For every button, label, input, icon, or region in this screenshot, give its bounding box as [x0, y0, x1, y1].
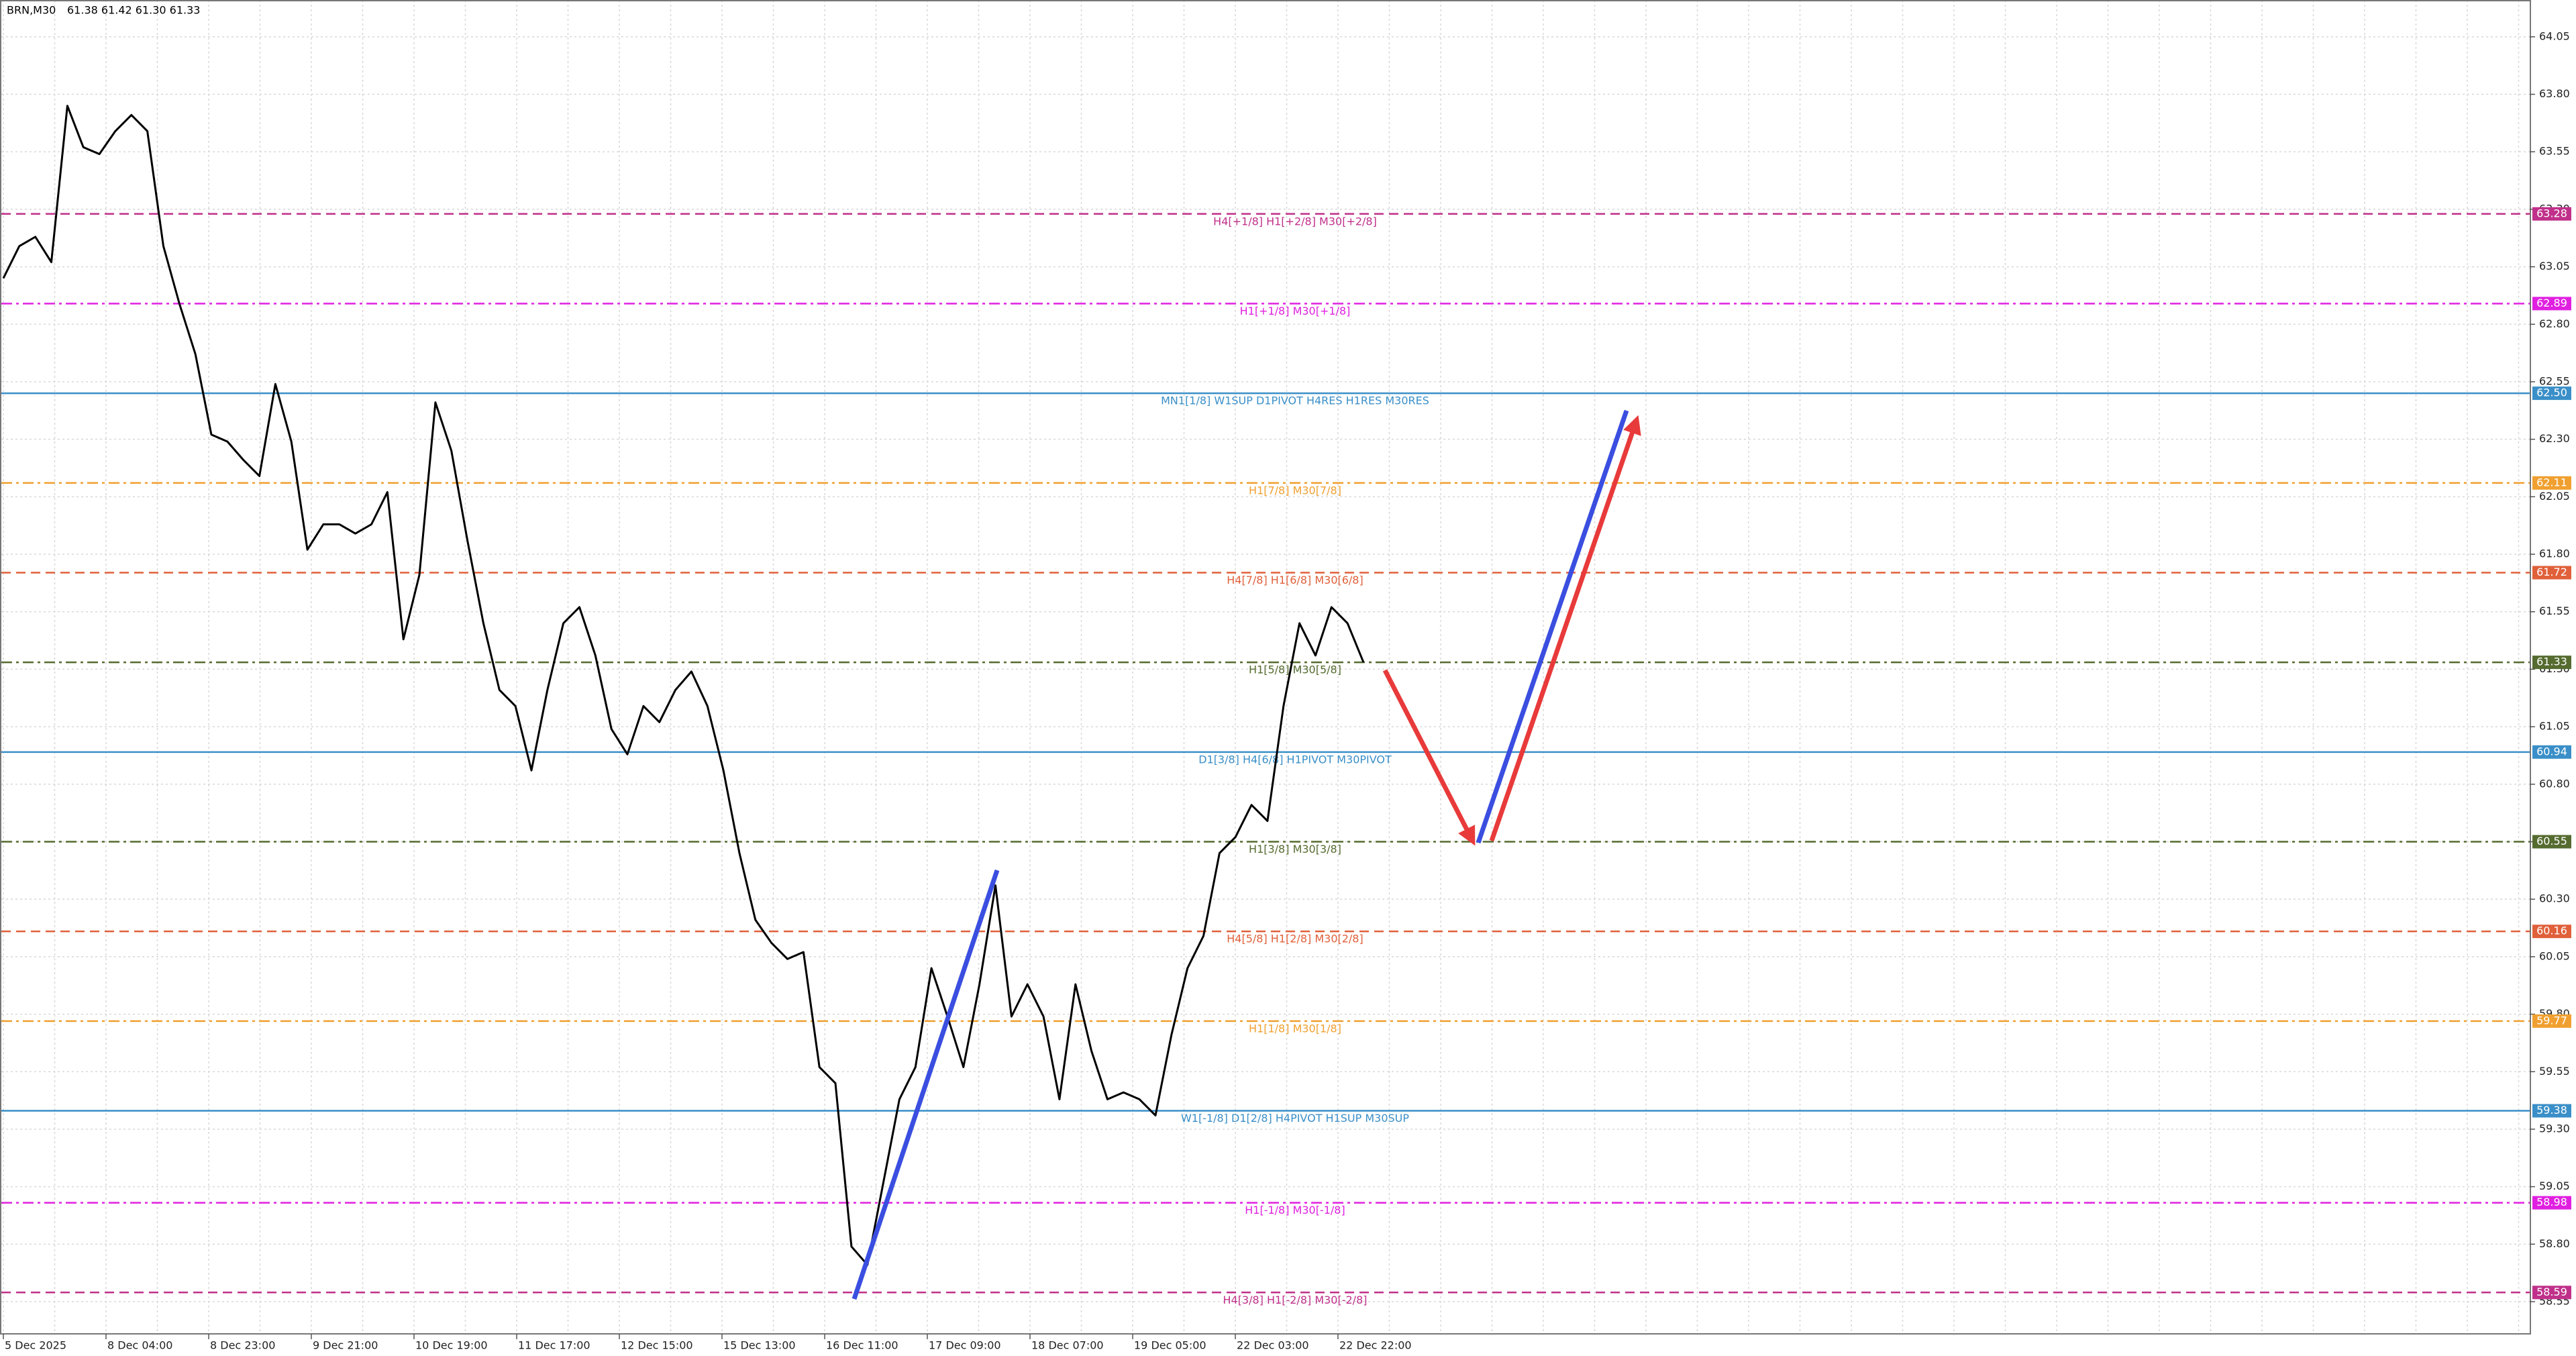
level-label: H1[+1/8] M30[+1/8]	[1240, 305, 1351, 317]
price-box-label: 63.28	[2536, 207, 2567, 219]
trend-line	[852, 869, 1000, 1300]
y-tick-label: 59.05	[2539, 1180, 2570, 1192]
x-tick-label: 8 Dec 04:00	[107, 1339, 172, 1352]
symbol: BRN,M30	[7, 4, 56, 17]
y-tick-label: 60.05	[2539, 949, 2570, 962]
y-tick-label: 61.80	[2539, 547, 2570, 560]
arrow-down	[1382, 669, 1476, 846]
plot-frame	[0, 0, 2531, 1335]
price-box-label: 58.98	[2536, 1196, 2567, 1208]
grid	[1, 0, 2530, 1334]
x-tick-label: 17 Dec 09:00	[929, 1339, 1001, 1352]
price-box	[2532, 297, 2571, 311]
level-label: H4[7/8] H1[6/8] M30[6/8]	[1227, 574, 1363, 586]
y-tick-label: 61.05	[2539, 720, 2570, 733]
price-box-label: 60.16	[2536, 925, 2567, 937]
quote: 61.38 61.42 61.30 61.33	[67, 4, 200, 17]
level-label: H1[1/8] M30[1/8]	[1249, 1022, 1341, 1035]
y-tick-label: 60.30	[2539, 892, 2570, 905]
x-tick-label: 12 Dec 15:00	[621, 1339, 693, 1352]
price-box	[2532, 476, 2571, 490]
price-box	[2532, 207, 2571, 221]
y-tick-label: 63.80	[2539, 87, 2570, 100]
price-box-label: 59.38	[2536, 1104, 2567, 1116]
price-box	[2532, 835, 2571, 849]
y-tick-label: 64.05	[2539, 30, 2570, 42]
price-box-label: 60.55	[2536, 835, 2567, 847]
level-label: H1[5/8] M30[5/8]	[1249, 664, 1341, 676]
x-tick-label: 5 Dec 2025	[5, 1339, 66, 1352]
price-box	[2532, 1196, 2571, 1210]
price-box	[2532, 566, 2571, 580]
arrow-up	[1489, 415, 1641, 842]
y-tick-label: 62.80	[2539, 317, 2570, 330]
x-tick-label: 15 Dec 13:00	[723, 1339, 796, 1352]
price-box	[2532, 1014, 2571, 1028]
y-tick-label: 62.05	[2539, 490, 2570, 503]
x-tick-label: 22 Dec 22:00	[1339, 1339, 1412, 1352]
y-tick-label: 59.55	[2539, 1065, 2570, 1078]
price-line	[2, 105, 1365, 1266]
x-tick-label: 19 Dec 05:00	[1134, 1339, 1206, 1352]
price-box	[2532, 656, 2571, 670]
price-box-label: 62.50	[2536, 386, 2567, 399]
x-tick-label: 18 Dec 07:00	[1031, 1339, 1104, 1352]
level-label: H1[-1/8] M30[-1/8]	[1245, 1204, 1345, 1216]
y-tick-label: 62.30	[2539, 432, 2570, 445]
price-box	[2532, 386, 2571, 401]
price-box-label: 59.77	[2536, 1014, 2567, 1027]
level-label: H1[3/8] M30[3/8]	[1249, 843, 1341, 855]
level-label: D1[3/8] H4[6/8] H1PIVOT M30PIVOT	[1198, 753, 1392, 766]
levels: H4[+1/8] H1[+2/8] M30[+2/8] H1[+1/8] M30[…	[1, 213, 2530, 1306]
price-box-label: 58.59	[2536, 1286, 2567, 1298]
y-tick-label: 61.55	[2539, 605, 2570, 617]
y-tick-label: 60.80	[2539, 777, 2570, 790]
y-tick-label: 59.30	[2539, 1122, 2570, 1135]
price-box-label: 62.11	[2536, 476, 2567, 488]
x-tick-label: 22 Dec 03:00	[1237, 1339, 1309, 1352]
price-box	[2532, 745, 2571, 759]
price	[2, 105, 1365, 1266]
level-label: H4[5/8] H1[2/8] M30[2/8]	[1227, 933, 1363, 945]
price-box-label: 60.94	[2536, 745, 2567, 758]
y-tick-label: 63.55	[2539, 145, 2570, 158]
level-label: H4[+1/8] H1[+2/8] M30[+2/8]	[1213, 215, 1377, 227]
price-box-label: 62.89	[2536, 297, 2567, 309]
y-tick-label: 63.05	[2539, 260, 2570, 272]
price-axis: 64.0563.8063.5563.3063.0562.8062.5562.30…	[2530, 30, 2571, 1308]
x-tick-label: 16 Dec 11:00	[826, 1339, 898, 1352]
price-box-label: 61.33	[2536, 656, 2567, 668]
x-tick-label: 11 Dec 17:00	[518, 1339, 590, 1352]
y-tick-label: 62.55	[2539, 374, 2570, 387]
price-box	[2532, 1104, 2571, 1118]
trend-line	[1476, 409, 1629, 844]
price-box	[2532, 925, 2571, 939]
drawings	[852, 409, 1641, 1300]
level-label: W1[-1/8] D1[2/8] H4PIVOT H1SUP M30SUP	[1181, 1112, 1409, 1125]
x-tick-label: 9 Dec 21:00	[313, 1339, 378, 1352]
x-tick-label: 10 Dec 19:00	[415, 1339, 488, 1352]
price-box-label: 61.72	[2536, 566, 2567, 578]
level-label: H1[7/8] M30[7/8]	[1249, 484, 1341, 497]
y-tick-label: 58.80	[2539, 1237, 2570, 1250]
level-label: H4[3/8] H1[-2/8] M30[-2/8]	[1223, 1294, 1367, 1306]
price-box	[2532, 1286, 2571, 1300]
level-label: MN1[1/8] W1SUP D1PIVOT H4RES H1RES M30RE…	[1161, 395, 1429, 407]
x-tick-label: 8 Dec 23:00	[210, 1339, 275, 1352]
